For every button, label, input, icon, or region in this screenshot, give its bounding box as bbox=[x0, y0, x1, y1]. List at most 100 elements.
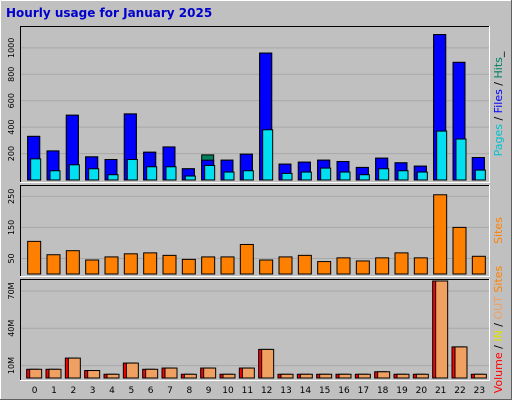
y-tick-label: 200 bbox=[7, 146, 16, 161]
panel-volume: 10M 40M 70M Volume / IN / OUT Sites bbox=[7, 265, 505, 393]
x-tick-label: 14 bbox=[300, 386, 312, 396]
pages-bar bbox=[300, 171, 312, 181]
out-bar bbox=[415, 373, 429, 379]
sites-bar bbox=[162, 254, 177, 275]
out-bar bbox=[319, 373, 333, 379]
y-tick-label: 400 bbox=[7, 119, 16, 134]
x-tick-label: 4 bbox=[109, 386, 115, 396]
panel-legend: Pages / Files / Hits_ bbox=[492, 51, 505, 156]
x-tick-label: 7 bbox=[167, 386, 173, 396]
x-tick-label: 1 bbox=[51, 386, 57, 396]
pages-bar bbox=[184, 175, 196, 181]
sites-bar bbox=[143, 252, 158, 275]
y-tick-label: 800 bbox=[7, 67, 16, 82]
out-bar bbox=[29, 368, 43, 379]
out-bar bbox=[299, 373, 313, 379]
sites-bar bbox=[413, 257, 428, 275]
out-bar bbox=[125, 362, 139, 379]
pages-bar bbox=[242, 170, 254, 181]
x-tick-label: 17 bbox=[358, 386, 369, 396]
out-bar bbox=[203, 367, 217, 379]
legend-part: / bbox=[492, 319, 505, 330]
pages-bar bbox=[165, 166, 177, 181]
sites-bar bbox=[27, 240, 42, 275]
out-bar bbox=[357, 373, 371, 379]
sites-bar bbox=[336, 257, 351, 275]
out-bar bbox=[241, 367, 255, 379]
x-axis-hour-labels: 0 1 2 3 4 5 6 7 8 9 10 11 12 13 14 15 16 17 18 19 20 21 22 23 bbox=[32, 386, 485, 396]
chart-panels: 200 400 600 800 1000 Pages / Files / Hits_ 5 0 1… bbox=[7, 26, 505, 393]
x-tick-label: 0 bbox=[32, 386, 38, 396]
panel-hits-files-pages: 200 400 600 800 1000 Pages / Files / Hits_ bbox=[7, 26, 505, 183]
out-bar bbox=[183, 373, 197, 379]
x-tick-label: 15 bbox=[319, 386, 330, 396]
out-bar bbox=[435, 280, 449, 379]
pages-bar bbox=[146, 166, 158, 181]
out-bar bbox=[280, 373, 294, 379]
out-bar bbox=[473, 373, 487, 379]
sites-bar bbox=[297, 254, 312, 275]
sites-bar bbox=[201, 256, 216, 275]
sites-bar bbox=[104, 256, 119, 275]
x-tick-label: 12 bbox=[261, 386, 272, 396]
x-tick-label: 3 bbox=[90, 386, 96, 396]
pages-bar bbox=[455, 138, 467, 181]
panel-legend: Volume / IN / OUT Sites bbox=[492, 265, 505, 393]
out-bar bbox=[106, 373, 120, 379]
pages-bar bbox=[204, 164, 216, 181]
y-tick-label: 150 bbox=[7, 220, 16, 235]
out-bar bbox=[67, 357, 81, 379]
sites-bar bbox=[375, 257, 390, 275]
out-bar bbox=[261, 348, 275, 379]
x-tick-label: 23 bbox=[474, 386, 485, 396]
x-tick-label: 9 bbox=[206, 386, 212, 396]
legend-part: Volume bbox=[492, 352, 505, 393]
pages-bar bbox=[378, 168, 390, 181]
x-tick-label: 13 bbox=[280, 386, 291, 396]
y-tick-label: 1000 bbox=[7, 38, 16, 58]
pages-bar bbox=[436, 130, 448, 181]
x-tick-label: 8 bbox=[186, 386, 192, 396]
legend-part: / bbox=[492, 78, 505, 89]
legend-part: Pages bbox=[492, 124, 505, 157]
y-tick-label: 600 bbox=[7, 93, 16, 108]
chart-title: Hourly usage for January 2025 bbox=[6, 6, 212, 20]
sites-bar bbox=[123, 253, 138, 275]
x-tick-label: 16 bbox=[338, 386, 350, 396]
x-tick-label: 10 bbox=[222, 386, 234, 396]
pages-bar bbox=[416, 171, 428, 181]
panel-legend: Sites bbox=[492, 217, 505, 244]
x-tick-label: 22 bbox=[454, 386, 465, 396]
x-tick-label: 2 bbox=[70, 386, 76, 396]
legend-part: Hits bbox=[492, 57, 505, 79]
sites-bar bbox=[181, 258, 196, 275]
out-bar bbox=[377, 371, 391, 379]
pages-bar bbox=[320, 167, 332, 181]
out-bar bbox=[222, 373, 236, 379]
out-bar bbox=[164, 367, 178, 379]
sites-bar bbox=[433, 194, 448, 275]
y-tick-label: 70M bbox=[7, 282, 16, 299]
legend-part: / bbox=[492, 113, 505, 124]
sites-bar bbox=[394, 252, 409, 275]
out-bar bbox=[48, 368, 62, 379]
pages-bar bbox=[397, 170, 409, 181]
pages-bar bbox=[358, 174, 370, 181]
x-tick-label: 6 bbox=[148, 386, 154, 396]
pages-bar bbox=[49, 170, 61, 181]
x-tick-label: 11 bbox=[242, 386, 253, 396]
pages-bar bbox=[339, 171, 351, 181]
panel-sites: 50 150 250 Sites bbox=[7, 185, 505, 277]
pages-bar bbox=[88, 168, 100, 181]
pages-bar bbox=[126, 159, 138, 181]
x-tick-label: 21 bbox=[435, 386, 446, 396]
sites-bar bbox=[220, 256, 235, 275]
y-tick-label: 250 bbox=[7, 189, 16, 204]
sites-bar bbox=[278, 256, 293, 275]
x-tick-label: 5 bbox=[128, 386, 134, 396]
y-tick-label: 10M bbox=[7, 357, 16, 374]
legend-part: IN bbox=[492, 330, 505, 341]
sites-bar bbox=[46, 254, 61, 275]
